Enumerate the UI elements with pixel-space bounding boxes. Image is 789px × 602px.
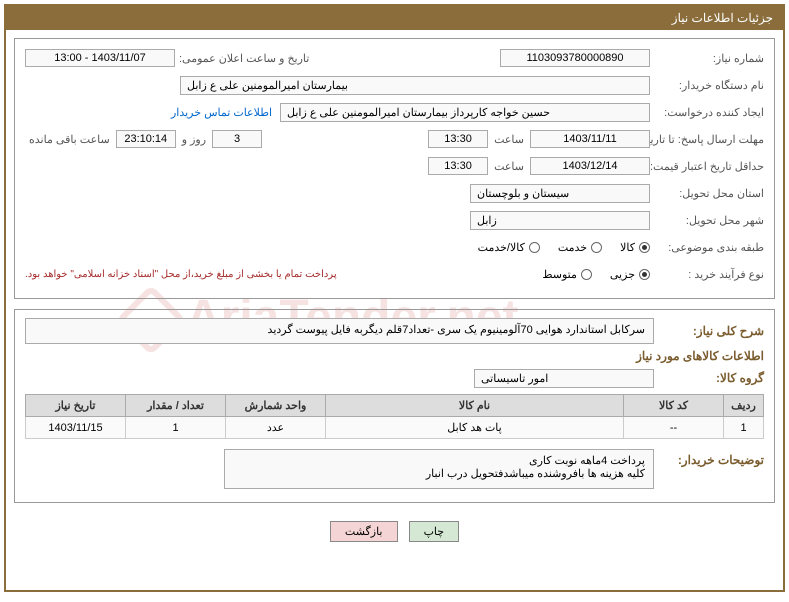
announce-label: تاریخ و ساعت اعلان عمومی:	[179, 52, 309, 65]
reply-date: 1403/11/11	[530, 130, 650, 148]
goods-table: ردیف کد کالا نام کالا واحد شمارش تعداد /…	[25, 394, 764, 439]
group-value: امور تاسیساتی	[474, 369, 654, 388]
requester-value: حسین خواجه کارپرداز بیمارستان امیرالمومن…	[280, 103, 650, 122]
city-value: زابل	[470, 211, 650, 230]
need-number-value: 1103093780000890	[500, 49, 650, 67]
city-label: شهر محل تحویل:	[654, 214, 764, 227]
time-label-2: ساعت	[494, 160, 524, 173]
th-code: کد کالا	[624, 395, 724, 417]
print-button[interactable]: چاپ	[409, 521, 460, 542]
time-label-1: ساعت	[494, 133, 524, 146]
announce-value: 1403/11/07 - 13:00	[25, 49, 175, 67]
need-number-label: شماره نیاز:	[654, 52, 764, 65]
cell-unit: عدد	[226, 417, 326, 439]
group-label: گروه کالا:	[654, 371, 764, 385]
cell-name: پات هد کابل	[326, 417, 624, 439]
action-buttons: چاپ بازگشت	[14, 513, 775, 550]
radio-goods-service[interactable]: کالا/خدمت	[478, 241, 540, 254]
page-header: جزئیات اطلاعات نیاز	[6, 6, 783, 30]
th-row: ردیف	[724, 395, 764, 417]
contact-buyer-link[interactable]: اطلاعات تماس خریدار	[171, 106, 272, 119]
goods-info-title: اطلاعات کالاهای مورد نیاز	[25, 349, 764, 363]
cell-date: 1403/11/15	[26, 417, 126, 439]
province-value: سیستان و بلوچستان	[470, 184, 650, 203]
requester-label: ایجاد کننده درخواست:	[654, 106, 764, 119]
province-label: استان محل تحویل:	[654, 187, 764, 200]
table-row: 1 -- پات هد کابل عدد 1 1403/11/15	[26, 417, 764, 439]
buyer-org-label: نام دستگاه خریدار:	[654, 79, 764, 92]
radio-medium[interactable]: متوسط	[542, 268, 592, 281]
th-date: تاریخ نیاز	[26, 395, 126, 417]
summary-value: سرکابل استاندارد هوایی 70آلومینیوم یک سر…	[25, 318, 654, 344]
category-radio-group: کالا خدمت کالا/خدمت	[478, 241, 650, 254]
back-button[interactable]: بازگشت	[330, 521, 398, 542]
summary-label: شرح کلی نیاز:	[654, 324, 764, 338]
validity-time: 13:30	[428, 157, 488, 175]
buyer-notes-label: توضیحات خریدار:	[654, 453, 764, 467]
reply-deadline-label: مهلت ارسال پاسخ: تا تاریخ:	[654, 133, 764, 146]
th-name: نام کالا	[326, 395, 624, 417]
validity-date: 1403/12/14	[530, 157, 650, 175]
page-title: جزئیات اطلاعات نیاز	[672, 11, 773, 25]
process-label: نوع فرآیند خرید :	[654, 268, 764, 281]
buyer-notes-value: پرداخت 4ماهه نوبت کاری کلیه هزینه ها باف…	[224, 449, 654, 489]
days-label: روز و	[182, 133, 206, 146]
payment-note: پرداخت تمام یا بخشی از مبلغ خرید،از محل …	[25, 269, 337, 280]
cell-row: 1	[724, 417, 764, 439]
buyer-org-value: بیمارستان امیرالمومنین علی ع زابل	[180, 76, 650, 95]
hours-remaining: 23:10:14	[116, 130, 176, 148]
process-radio-group: جزیی متوسط	[542, 268, 650, 281]
radio-service[interactable]: خدمت	[558, 241, 602, 254]
cell-qty: 1	[126, 417, 226, 439]
radio-partial[interactable]: جزیی	[610, 268, 650, 281]
radio-goods[interactable]: کالا	[620, 241, 650, 254]
th-qty: تعداد / مقدار	[126, 395, 226, 417]
reply-time: 13:30	[428, 130, 488, 148]
th-unit: واحد شمارش	[226, 395, 326, 417]
cell-code: --	[624, 417, 724, 439]
need-info-panel: شماره نیاز: 1103093780000890 تاریخ و ساع…	[14, 38, 775, 299]
need-details-panel: شرح کلی نیاز: سرکابل استاندارد هوایی 70آ…	[14, 309, 775, 503]
days-remaining: 3	[212, 130, 262, 148]
hours-label: ساعت باقی مانده	[29, 133, 110, 146]
validity-label: حداقل تاریخ اعتبار قیمت: تا تاریخ:	[654, 160, 764, 173]
category-label: طبقه بندی موضوعی:	[654, 241, 764, 254]
